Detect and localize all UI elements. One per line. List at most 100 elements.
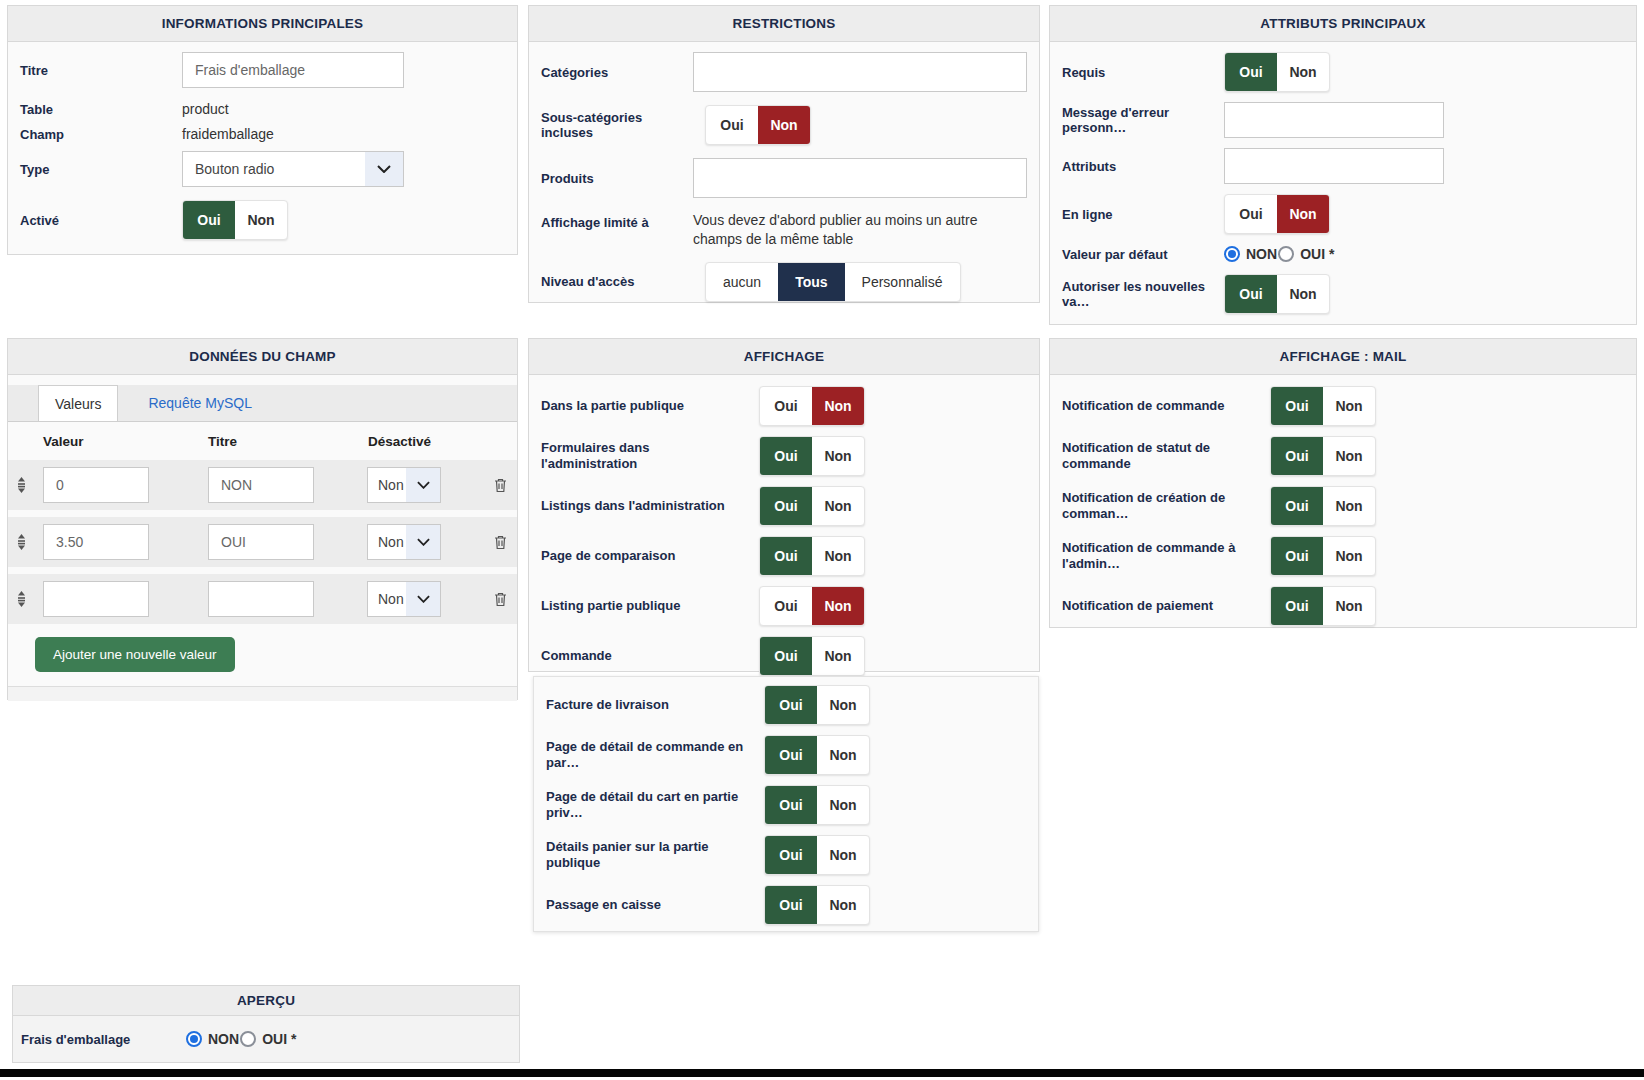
non-option[interactable]: Non xyxy=(817,886,869,924)
niveau-option-aucun[interactable]: aucun xyxy=(706,263,778,301)
oui-option[interactable]: Oui xyxy=(765,786,817,824)
oui-option[interactable]: Oui xyxy=(1271,437,1323,475)
radio-oui[interactable] xyxy=(240,1031,256,1047)
non-option[interactable]: Non xyxy=(1277,53,1329,91)
oui-option[interactable]: Oui xyxy=(760,587,812,625)
non-option[interactable]: Non xyxy=(817,836,869,874)
titre-input[interactable] xyxy=(182,52,404,88)
non-option[interactable]: Non xyxy=(1323,437,1375,475)
non-option[interactable]: Non xyxy=(1323,537,1375,575)
non-option[interactable]: Non xyxy=(817,786,869,824)
titre-input[interactable] xyxy=(208,581,314,617)
non-option[interactable]: Non xyxy=(812,537,864,575)
attributs-input[interactable] xyxy=(1224,148,1444,184)
facture-livraison-toggle[interactable]: Oui Non xyxy=(764,685,870,725)
detail-commande-toggle[interactable]: Oui Non xyxy=(764,735,870,775)
oui-option[interactable]: Oui xyxy=(765,836,817,874)
requis-toggle[interactable]: Oui Non xyxy=(1224,52,1330,92)
non-option[interactable]: Non xyxy=(1323,587,1375,625)
oui-option[interactable]: Oui xyxy=(1271,387,1323,425)
listing-partie-publique-toggle[interactable]: Oui Non xyxy=(759,586,865,626)
tab-valeurs[interactable]: Valeurs xyxy=(38,385,118,421)
categories-input[interactable] xyxy=(693,52,1027,92)
radio-oui[interactable] xyxy=(1278,246,1294,262)
desactive-select[interactable]: Non xyxy=(367,524,441,560)
titre-input[interactable] xyxy=(208,524,314,560)
drag-handle-icon[interactable] xyxy=(16,477,43,493)
oui-option[interactable]: Oui xyxy=(1271,587,1323,625)
notif-admin-toggle[interactable]: Oui Non xyxy=(1270,536,1376,576)
non-option[interactable]: Non xyxy=(758,106,810,144)
oui-option[interactable]: Oui xyxy=(760,487,812,525)
drag-handle-icon[interactable] xyxy=(16,591,43,607)
non-option[interactable]: Non xyxy=(817,736,869,774)
notif-commande-toggle[interactable]: Oui Non xyxy=(1270,386,1376,426)
trash-icon[interactable] xyxy=(494,478,507,493)
affichage-row: Détails panier sur la partie publique Ou… xyxy=(546,830,1026,880)
oui-option[interactable]: Oui xyxy=(760,637,812,675)
page-comparaison-toggle[interactable]: Oui Non xyxy=(759,536,865,576)
oui-option[interactable]: Oui xyxy=(765,886,817,924)
non-option[interactable]: Non xyxy=(1277,275,1329,313)
non-option[interactable]: Non xyxy=(235,201,287,239)
trash-icon[interactable] xyxy=(494,535,507,550)
active-toggle[interactable]: Oui Non xyxy=(182,200,288,240)
niveau-option-personnalise[interactable]: Personnalisé xyxy=(845,263,960,301)
non-option[interactable]: Non xyxy=(812,387,864,425)
details-panier-toggle[interactable]: Oui Non xyxy=(764,835,870,875)
sous-categories-toggle[interactable]: Oui Non xyxy=(705,105,811,145)
radio-non[interactable] xyxy=(1224,246,1240,262)
non-option[interactable]: Non xyxy=(1323,487,1375,525)
valeur-input[interactable] xyxy=(43,467,149,503)
en-ligne-toggle[interactable]: Oui Non xyxy=(1224,194,1330,234)
oui-option[interactable]: Oui xyxy=(1225,53,1277,91)
non-option[interactable]: Non xyxy=(812,487,864,525)
oui-option[interactable]: Oui xyxy=(760,437,812,475)
trash-icon[interactable] xyxy=(494,592,507,607)
listings-admin-toggle[interactable]: Oui Non xyxy=(759,486,865,526)
oui-option[interactable]: Oui xyxy=(706,106,758,144)
non-option[interactable]: Non xyxy=(812,587,864,625)
oui-option[interactable]: Oui xyxy=(1271,537,1323,575)
non-option[interactable]: Non xyxy=(1277,195,1329,233)
affichage-row: Facture de livraison Oui Non xyxy=(546,680,1026,730)
non-option[interactable]: Non xyxy=(1323,387,1375,425)
oui-option[interactable]: Oui xyxy=(183,201,235,239)
oui-option[interactable]: Oui xyxy=(760,387,812,425)
non-option[interactable]: Non xyxy=(812,437,864,475)
desactive-select[interactable]: Non xyxy=(367,581,441,617)
en-ligne-label: En ligne xyxy=(1062,207,1224,222)
notif-creation-toggle[interactable]: Oui Non xyxy=(1270,486,1376,526)
add-value-button[interactable]: Ajouter une nouvelle valeur xyxy=(35,637,235,672)
notif-statut-toggle[interactable]: Oui Non xyxy=(1270,436,1376,476)
oui-option[interactable]: Oui xyxy=(765,736,817,774)
dans-partie-publique-toggle[interactable]: Oui Non xyxy=(759,386,865,426)
valeur-input[interactable] xyxy=(43,581,149,617)
valeur-input[interactable] xyxy=(43,524,149,560)
non-option[interactable]: Non xyxy=(817,686,869,724)
titre-label: Titre xyxy=(20,63,182,78)
tab-requete-mysql[interactable]: Requête MySQL xyxy=(132,385,268,421)
oui-option[interactable]: Oui xyxy=(760,537,812,575)
oui-option[interactable]: Oui xyxy=(1225,275,1277,313)
titre-input[interactable] xyxy=(208,467,314,503)
oui-option[interactable]: Oui xyxy=(1225,195,1277,233)
non-option[interactable]: Non xyxy=(812,637,864,675)
produits-input[interactable] xyxy=(693,158,1027,198)
detail-cart-toggle[interactable]: Oui Non xyxy=(764,785,870,825)
oui-option[interactable]: Oui xyxy=(1271,487,1323,525)
commande-toggle[interactable]: Oui Non xyxy=(759,636,865,676)
desactive-select[interactable]: Non xyxy=(367,467,441,503)
drag-handle-icon[interactable] xyxy=(16,534,43,550)
radio-non[interactable] xyxy=(186,1031,202,1047)
niveau-acces-segmented[interactable]: aucun Tous Personnalisé xyxy=(705,262,961,302)
oui-option[interactable]: Oui xyxy=(765,686,817,724)
sous-categories-label: Sous-catégories incluses xyxy=(541,110,693,140)
niveau-option-tous[interactable]: Tous xyxy=(778,263,844,301)
passage-caisse-toggle[interactable]: Oui Non xyxy=(764,885,870,925)
notif-paiement-toggle[interactable]: Oui Non xyxy=(1270,586,1376,626)
autoriser-toggle[interactable]: Oui Non xyxy=(1224,274,1330,314)
message-erreur-input[interactable] xyxy=(1224,102,1444,138)
type-select[interactable]: Bouton radio xyxy=(182,151,404,187)
formulaires-admin-toggle[interactable]: Oui Non xyxy=(759,436,865,476)
